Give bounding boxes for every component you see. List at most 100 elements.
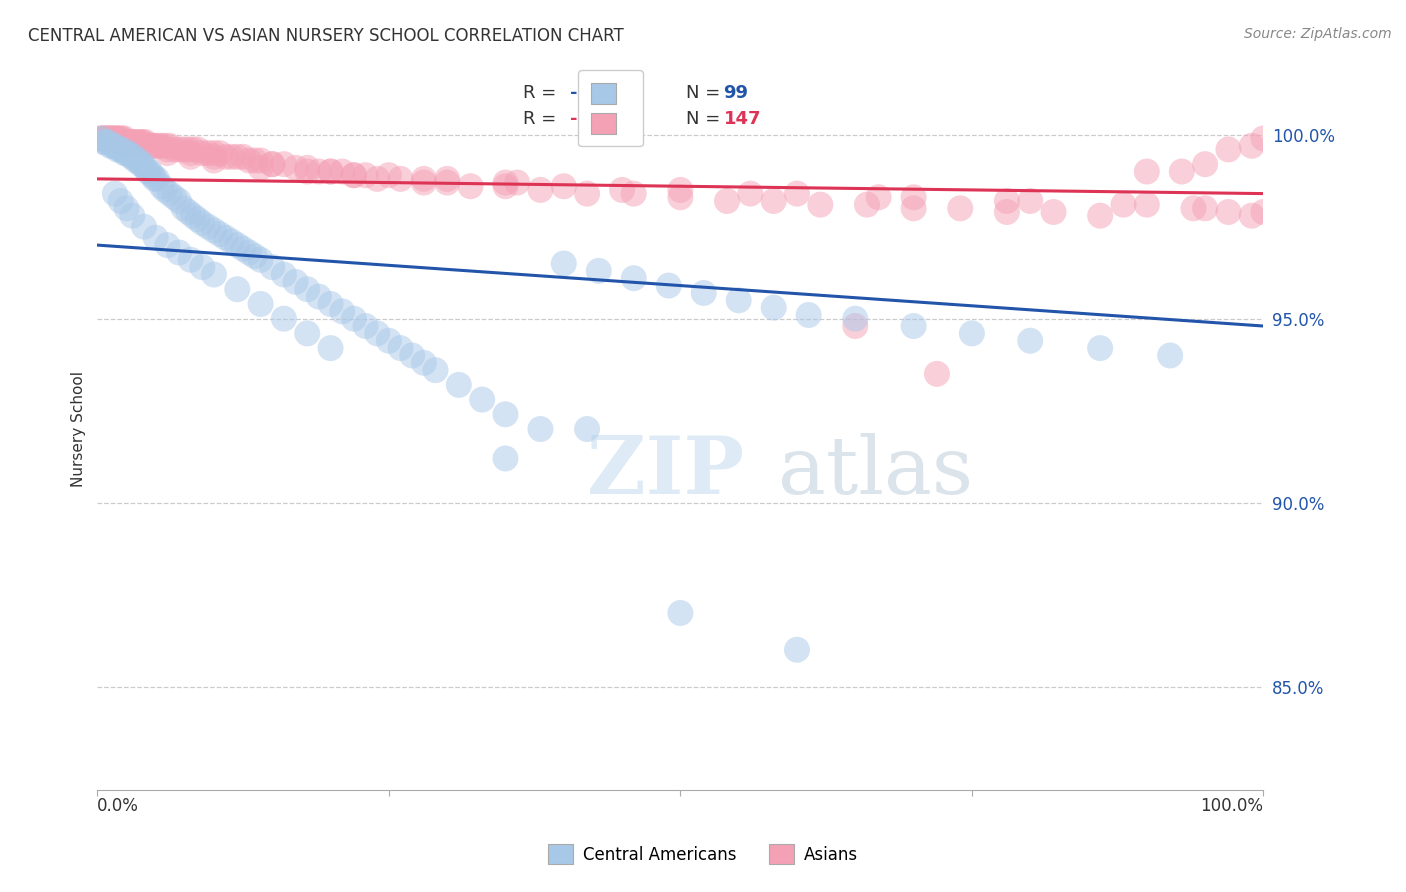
Point [330,304,353,318]
Point [163,143,186,157]
Point [214,231,236,245]
Point [762,301,785,315]
Point [1112,197,1135,211]
Legend: , : , [578,70,643,146]
Point [202,146,225,161]
Point [1218,143,1240,157]
Point [115,146,138,161]
Point [153,183,176,197]
Point [132,135,155,149]
Point [425,363,447,377]
Text: Source: ZipAtlas.com: Source: ZipAtlas.com [1244,27,1392,41]
Point [94,131,117,145]
Point [960,326,983,341]
Point [129,135,152,149]
Point [1194,157,1216,171]
Point [91,135,114,149]
Point [273,268,295,282]
Point [925,367,948,381]
Point [588,264,610,278]
Point [284,275,307,289]
Point [495,451,517,466]
Text: atlas: atlas [779,434,973,511]
Point [273,157,295,171]
Point [238,153,260,168]
Point [145,231,167,245]
Point [389,172,412,186]
Point [111,131,134,145]
Point [104,186,127,201]
Point [412,172,434,186]
Point [177,143,200,157]
Point [98,138,121,153]
Point [553,179,575,194]
Point [124,138,146,153]
Point [105,131,128,145]
Point [153,138,176,153]
Point [1194,202,1216,216]
Point [156,238,179,252]
Point [378,168,401,182]
Point [90,131,112,145]
Point [180,146,202,161]
Point [118,146,141,161]
Point [180,252,202,267]
Point [1240,209,1263,223]
Point [1019,334,1042,348]
Point [786,642,808,657]
Point [658,278,681,293]
Point [903,190,925,204]
Point [221,235,243,249]
Point [1042,205,1064,219]
Point [163,190,186,204]
Point [447,377,470,392]
Point [903,202,925,216]
Point [132,138,155,153]
Point [187,212,209,227]
Point [202,268,225,282]
Point [136,138,159,153]
Point [460,179,482,194]
Point [127,135,149,149]
Point [529,183,551,197]
Point [141,168,163,182]
Point [180,150,202,164]
Point [202,150,225,164]
Point [401,348,423,362]
Point [97,135,120,149]
Point [786,186,808,201]
Point [297,282,319,296]
Point [330,164,353,178]
Point [156,143,179,157]
Point [191,260,214,275]
Point [110,135,132,149]
Point [1088,341,1111,355]
Point [1253,205,1275,219]
Point [716,194,738,208]
Point [506,176,529,190]
Point [132,138,155,153]
Point [495,407,517,421]
Point [226,238,249,252]
Point [115,135,138,149]
Point [108,143,131,157]
Point [120,135,142,149]
Point [134,161,156,175]
Point [343,311,366,326]
Point [105,143,128,157]
Point [553,256,575,270]
Point [146,172,169,186]
Point [202,153,225,168]
Point [150,179,173,194]
Point [797,308,820,322]
Point [98,131,121,145]
Point [623,271,645,285]
Point [389,341,412,355]
Point [127,153,149,168]
Point [226,282,249,296]
Point [297,164,319,178]
Point [669,183,692,197]
Text: -0.024: -0.024 [569,110,634,128]
Point [471,392,494,407]
Point [114,135,136,149]
